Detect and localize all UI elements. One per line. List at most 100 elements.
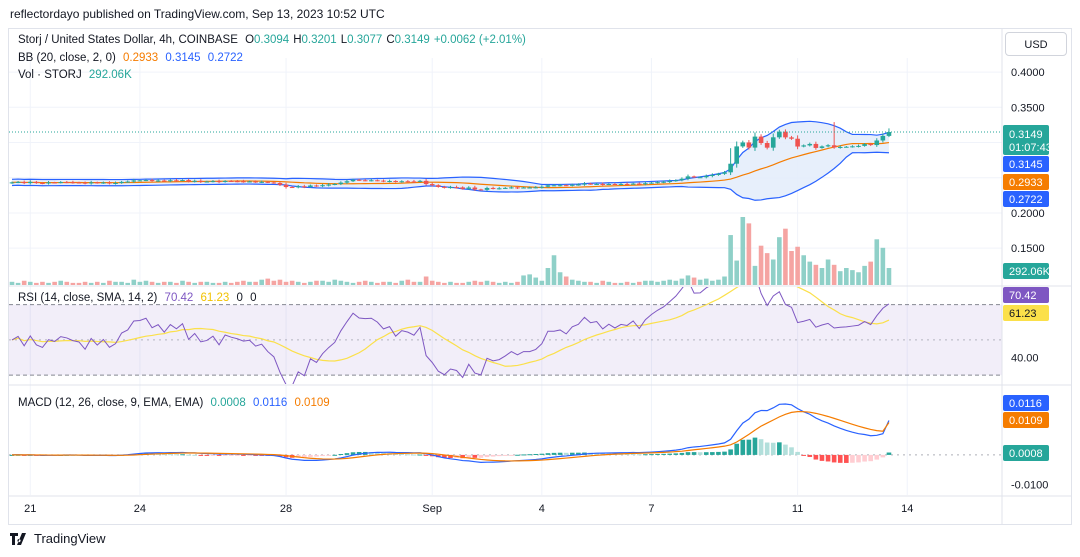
candle-body bbox=[490, 187, 496, 189]
candle-body bbox=[478, 189, 484, 191]
macd-hist-bar bbox=[795, 451, 800, 455]
candle bbox=[801, 144, 806, 148]
ohlc-values: O0.3094 H0.3201 L0.3077 C0.3149 +0.0062 (+2.… bbox=[245, 34, 530, 46]
candle-body bbox=[235, 181, 240, 183]
candle-body bbox=[94, 182, 100, 184]
vol-title[interactable]: Vol · STORJ bbox=[18, 69, 82, 81]
macd-hist-bar bbox=[789, 447, 794, 455]
candle-body bbox=[46, 182, 51, 184]
candle-body bbox=[783, 131, 788, 138]
candle bbox=[161, 179, 167, 182]
rsi-zero-2: 0 bbox=[250, 292, 257, 304]
volume-bar bbox=[856, 272, 861, 285]
macd-hist-bar bbox=[594, 452, 599, 455]
macd-hist-bar bbox=[667, 453, 673, 455]
volume-bar bbox=[131, 279, 137, 285]
macd-hist-bar bbox=[734, 443, 740, 455]
candle bbox=[837, 145, 843, 149]
macd-hist-bar bbox=[490, 454, 496, 457]
candle bbox=[569, 183, 575, 187]
macd-hist-bar bbox=[314, 454, 319, 457]
macd-signal-value: 0.0109 bbox=[294, 397, 330, 409]
macd-hist-bar bbox=[844, 454, 849, 463]
candle bbox=[600, 182, 606, 186]
volume-bar bbox=[795, 246, 800, 285]
candle bbox=[752, 132, 758, 151]
candle bbox=[375, 179, 380, 182]
vol-legend: Vol · STORJ 292.06K bbox=[18, 69, 136, 81]
candle-body bbox=[131, 180, 137, 182]
macd-hist-bar bbox=[703, 452, 709, 455]
macd-hist-bar bbox=[697, 452, 703, 455]
candle-body bbox=[825, 145, 831, 147]
volume-bar bbox=[46, 282, 51, 285]
main-legend: Storj / United States Dollar, 4h, COINBA… bbox=[18, 34, 534, 46]
macd-hist-bar bbox=[874, 454, 880, 460]
candle bbox=[722, 170, 727, 175]
candle bbox=[21, 180, 27, 185]
bb-title[interactable]: BB (20, close, 2, 0) bbox=[18, 52, 116, 64]
macd-hist-bar bbox=[783, 444, 788, 455]
macd-title[interactable]: MACD (12, 26, close, 9, EMA, EMA) bbox=[18, 397, 204, 409]
candle-body bbox=[204, 181, 210, 183]
volume-bar bbox=[411, 281, 417, 285]
macd-hist-bar bbox=[649, 454, 654, 456]
candle bbox=[15, 181, 21, 184]
rsi-pane bbox=[9, 287, 1002, 384]
candle-body bbox=[722, 172, 727, 174]
volume-bar bbox=[630, 282, 636, 285]
volume-bar bbox=[216, 282, 222, 285]
bb-legend: BB (20, close, 2, 0) 0.2933 0.3145 0.272… bbox=[18, 52, 247, 64]
volume-bar bbox=[752, 265, 758, 285]
volume-bar bbox=[490, 281, 496, 285]
tradingview-logo[interactable]: TradingView bbox=[10, 531, 106, 546]
candle-body bbox=[210, 181, 216, 183]
candle bbox=[831, 122, 837, 149]
rsi-title[interactable]: RSI (14, close, SMA, 14, 2) bbox=[18, 292, 158, 304]
candle bbox=[691, 175, 697, 178]
volume-bar bbox=[764, 253, 770, 285]
volume-bar bbox=[527, 274, 532, 285]
volume-bar bbox=[655, 281, 660, 285]
symbol-title[interactable]: Storj / United States Dollar, 4h, COINBA… bbox=[18, 34, 238, 46]
volume-bar bbox=[320, 280, 325, 285]
candle bbox=[588, 182, 593, 185]
candle-body bbox=[758, 136, 764, 144]
candle bbox=[789, 135, 794, 140]
macd-hist-bar bbox=[825, 454, 831, 462]
macd-hist-bar bbox=[728, 449, 733, 455]
candle bbox=[478, 188, 484, 191]
candle-body bbox=[740, 142, 746, 147]
volume-bar bbox=[64, 281, 70, 285]
macd-hist-bar bbox=[502, 454, 508, 456]
candle-body bbox=[88, 182, 94, 184]
volume-bar bbox=[27, 281, 33, 285]
volume-bar bbox=[819, 268, 825, 285]
candle bbox=[247, 180, 252, 183]
macd-hist-bar bbox=[740, 439, 746, 455]
candle bbox=[125, 180, 131, 183]
candle-body bbox=[868, 144, 873, 146]
candle-body bbox=[52, 182, 57, 184]
candle bbox=[533, 186, 539, 189]
candle-body bbox=[777, 131, 782, 138]
x-tick-label: 28 bbox=[280, 503, 292, 515]
volume-bar bbox=[204, 281, 210, 285]
candle bbox=[697, 176, 703, 179]
candle bbox=[545, 184, 551, 188]
volume-bar bbox=[679, 278, 685, 285]
candle bbox=[557, 183, 563, 187]
candle-body bbox=[533, 187, 539, 189]
macd-hist-bar bbox=[496, 454, 502, 457]
candle-body bbox=[655, 182, 660, 184]
macd-hist-bar bbox=[320, 454, 325, 457]
macd-hist-bar bbox=[423, 454, 429, 456]
volume-bar bbox=[125, 282, 131, 285]
currency-unit-button[interactable]: USD bbox=[1005, 32, 1067, 56]
volume-bar bbox=[308, 281, 313, 285]
candle bbox=[454, 185, 459, 189]
candle-body bbox=[387, 180, 392, 182]
price-badge-bg bbox=[1003, 125, 1049, 155]
candle bbox=[515, 185, 520, 189]
